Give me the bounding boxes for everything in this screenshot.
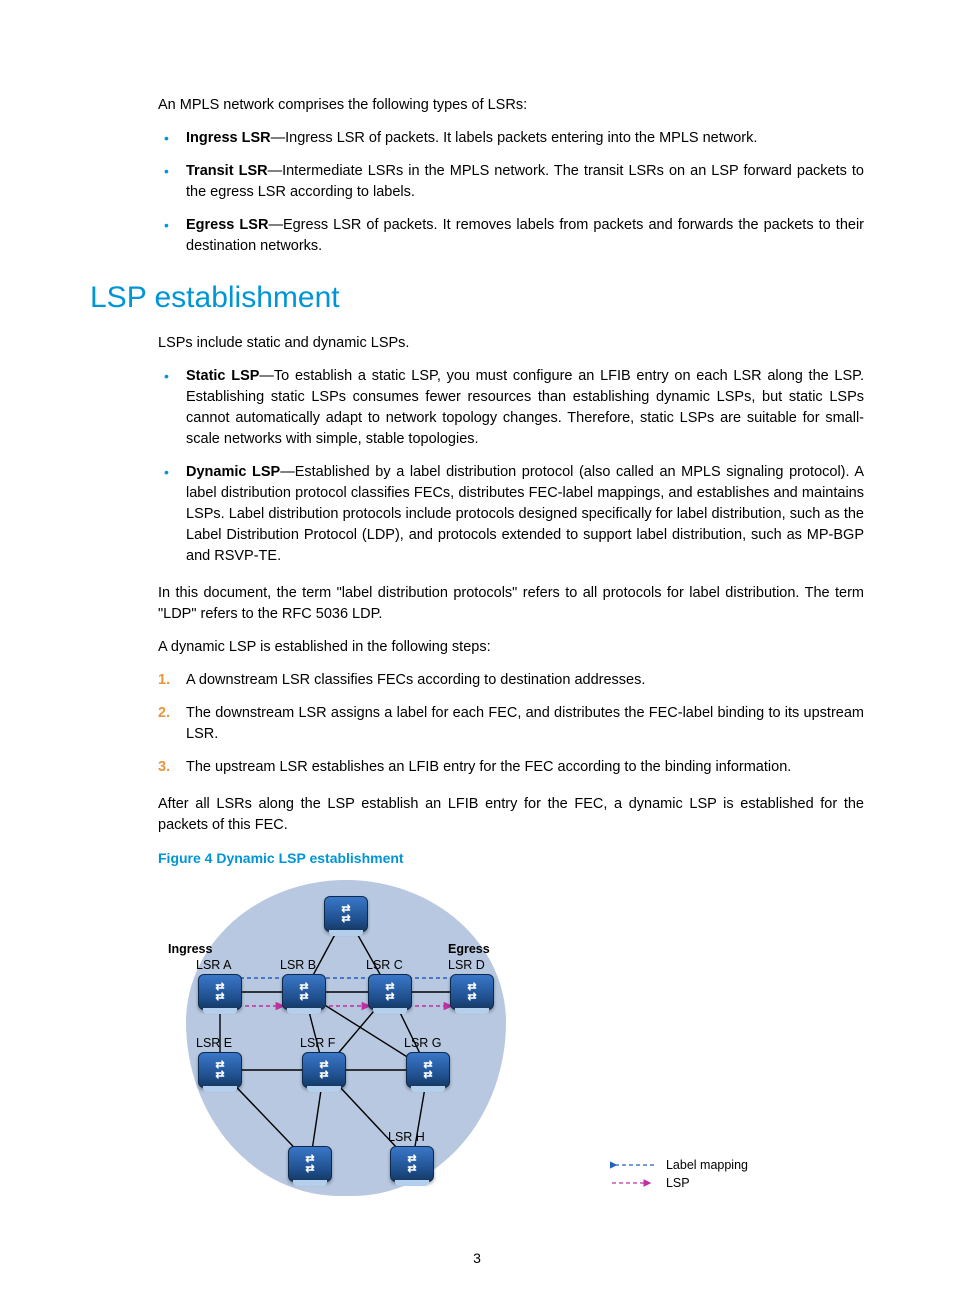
legend-arrow-lsp (610, 1177, 656, 1189)
term: Transit LSR (186, 163, 268, 179)
router-label: LSR F (300, 1036, 335, 1050)
lsr-type-item: Egress LSR—Egress LSR of packets. It rem… (186, 215, 864, 257)
lsr-type-item: Transit LSR—Intermediate LSRs in the MPL… (186, 161, 864, 203)
figure-legend: Label mapping LSP (610, 1158, 748, 1194)
egress-label: Egress (448, 942, 490, 956)
term: Dynamic LSP (186, 464, 280, 480)
router-label: LSR H (388, 1130, 425, 1144)
router-label: LSR C (366, 958, 403, 972)
router-icon: ⇄⇄ (282, 974, 326, 1010)
steps-list: A downstream LSR classifies FECs accordi… (158, 670, 864, 778)
step-item: A downstream LSR classifies FECs accordi… (186, 670, 864, 691)
desc: —Ingress LSR of packets. It labels packe… (271, 130, 758, 146)
legend-text: Label mapping (666, 1158, 748, 1172)
lsr-type-list: Ingress LSR—Ingress LSR of packets. It l… (158, 128, 864, 257)
desc: —Established by a label distribution pro… (186, 464, 864, 564)
paragraph: A dynamic LSP is established in the foll… (158, 637, 864, 658)
legend-row: LSP (610, 1176, 748, 1190)
router-label: LSR B (280, 958, 316, 972)
paragraph: After all LSRs along the LSP establish a… (158, 794, 864, 836)
router-label: LSR D (448, 958, 485, 972)
router-icon: ⇄⇄ (198, 1052, 242, 1088)
router-label: LSR E (196, 1036, 232, 1050)
router-icon: ⇄⇄ (390, 1146, 434, 1182)
figure-caption: Figure 4 Dynamic LSP establishment (158, 850, 864, 866)
desc: —To establish a static LSP, you must con… (186, 368, 864, 447)
term: Static LSP (186, 368, 259, 384)
step-item: The downstream LSR assigns a label for e… (186, 703, 864, 745)
router-icon: ⇄⇄ (288, 1146, 332, 1182)
lsp-type-item: Static LSP—To establish a static LSP, yo… (186, 366, 864, 450)
intro-2: LSPs include static and dynamic LSPs. (158, 333, 864, 354)
desc: —Egress LSR of packets. It removes label… (186, 217, 864, 254)
lsp-type-list: Static LSP—To establish a static LSP, yo… (158, 366, 864, 567)
section-heading: LSP establishment (90, 281, 864, 315)
step-item: The upstream LSR establishes an LFIB ent… (186, 757, 864, 778)
lsr-type-item: Ingress LSR—Ingress LSR of packets. It l… (186, 128, 864, 149)
router-label: LSR A (196, 958, 231, 972)
router-icon: ⇄⇄ (368, 974, 412, 1010)
router-icon: ⇄⇄ (406, 1052, 450, 1088)
legend-row: Label mapping (610, 1158, 748, 1172)
desc: —Intermediate LSRs in the MPLS network. … (186, 163, 864, 200)
paragraph: In this document, the term "label distri… (158, 583, 864, 625)
term: Egress LSR (186, 217, 268, 233)
router-icon: ⇄⇄ (198, 974, 242, 1010)
legend-text: LSP (666, 1176, 690, 1190)
router-icon: ⇄⇄ (450, 974, 494, 1010)
figure-diagram: Ingress Egress ⇄⇄ ⇄⇄ LSR A ⇄⇄ LSR B ⇄⇄ LSR C ⇄⇄… (158, 874, 698, 1204)
legend-arrow-mapping (610, 1159, 656, 1171)
term: Ingress LSR (186, 130, 271, 146)
intro-1: An MPLS network comprises the following … (158, 95, 864, 116)
lsp-type-item: Dynamic LSP—Established by a label distr… (186, 462, 864, 567)
router-label: LSR G (404, 1036, 442, 1050)
router-icon: ⇄⇄ (302, 1052, 346, 1088)
router-icon: ⇄⇄ (324, 896, 368, 932)
page-number: 3 (0, 1250, 954, 1266)
ingress-label: Ingress (168, 942, 212, 956)
